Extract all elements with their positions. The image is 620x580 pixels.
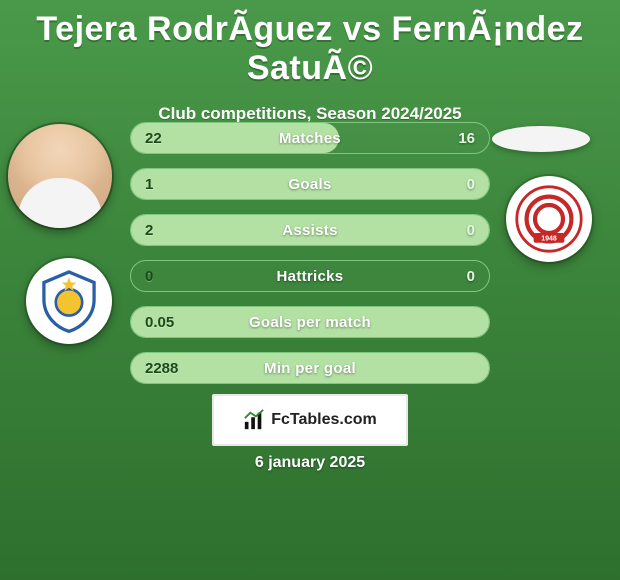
stat-left-value: 0: [145, 268, 195, 285]
stat-label: Min per goal: [195, 360, 425, 377]
stat-left-value: 2: [145, 222, 195, 239]
stat-left-value: 1: [145, 176, 195, 193]
stat-row: 1Goals0: [130, 168, 490, 200]
stat-label: Assists: [195, 222, 425, 239]
shield-icon: [36, 268, 102, 334]
stat-row: 0Hattricks0: [130, 260, 490, 292]
stat-right-value: 16: [425, 130, 475, 147]
player-photo-left: [8, 124, 112, 228]
stat-row: 22Matches16: [130, 122, 490, 154]
club-crest-icon: 1948: [514, 184, 584, 254]
stat-right-value: 0: [425, 176, 475, 193]
watermark: FcTables.com: [212, 394, 408, 446]
stat-left-value: 22: [145, 130, 195, 147]
stat-label: Matches: [195, 130, 425, 147]
stat-row: 0.05Goals per match: [130, 306, 490, 338]
stat-left-value: 2288: [145, 360, 195, 377]
stat-right-value: 0: [425, 222, 475, 239]
stats-container: 22Matches161Goals02Assists00Hattricks00.…: [130, 122, 490, 398]
stat-label: Hattricks: [195, 268, 425, 285]
stat-label: Goals: [195, 176, 425, 193]
stat-right-value: 0: [425, 268, 475, 285]
stat-row: 2288Min per goal: [130, 352, 490, 384]
page-title: Tejera RodrÃ­guez vs FernÃ¡ndez SatuÃ©: [0, 0, 620, 88]
stat-row: 2Assists0: [130, 214, 490, 246]
bar-chart-icon: [243, 409, 265, 431]
stat-left-value: 0.05: [145, 314, 195, 331]
club-badge-right: 1948: [506, 176, 592, 262]
player-photo-right-placeholder: [492, 126, 590, 152]
subtitle: Club competitions, Season 2024/2025: [0, 104, 620, 124]
club-badge-left: [26, 258, 112, 344]
stat-label: Goals per match: [195, 314, 425, 331]
date-label: 6 january 2025: [0, 454, 620, 472]
svg-text:1948: 1948: [541, 236, 557, 243]
watermark-text: FcTables.com: [271, 411, 377, 429]
